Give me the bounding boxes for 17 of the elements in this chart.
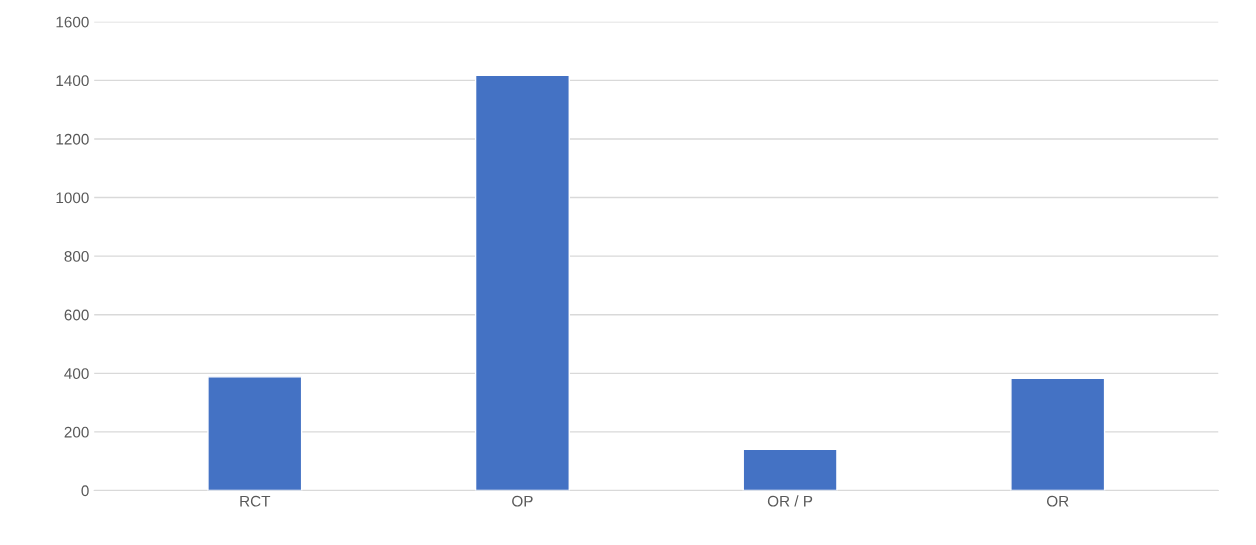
- x-tick-label: OP: [512, 495, 533, 507]
- y-tick-label: 600: [64, 309, 89, 321]
- y-tick-label: 1600: [56, 16, 89, 28]
- y-tick-label: 1400: [56, 75, 89, 87]
- bar: [207, 376, 303, 491]
- y-tick-label: 200: [64, 426, 89, 438]
- y-tick-label: 1200: [56, 133, 89, 145]
- x-tick-label: OR / P: [767, 495, 813, 507]
- x-tick-label: RCT: [240, 495, 271, 507]
- bar: [474, 74, 570, 491]
- y-tick-label: 1000: [56, 192, 89, 204]
- bar: [742, 448, 838, 491]
- y-tick-label: 400: [64, 368, 89, 380]
- y-tick-label: 0: [81, 485, 89, 497]
- y-tick-label: 800: [64, 251, 89, 262]
- x-tick-label: OR: [1047, 495, 1069, 507]
- bar: [1010, 377, 1106, 491]
